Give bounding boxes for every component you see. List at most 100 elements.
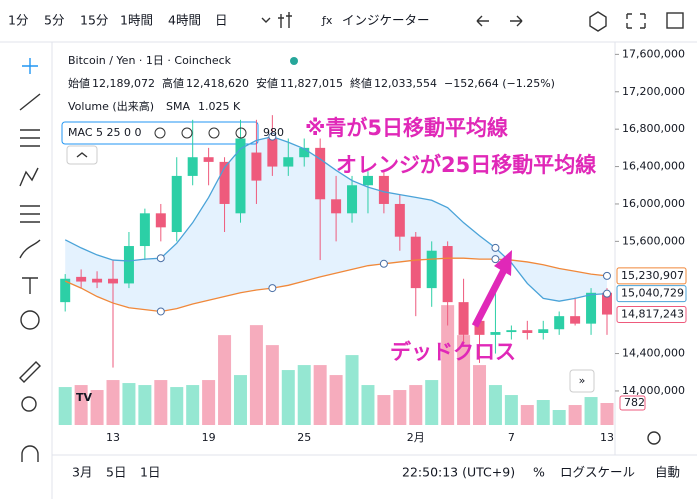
fullscreen[interactable] <box>626 13 646 29</box>
candle-body <box>139 213 150 247</box>
volume-bar <box>488 385 502 425</box>
candle-body <box>267 138 278 167</box>
collapse-button[interactable] <box>66 145 98 165</box>
brush-tool[interactable] <box>19 239 41 259</box>
x-tick-label: 7 <box>508 431 515 444</box>
screenshot[interactable] <box>666 12 684 29</box>
interval[interactable]: 5分 <box>44 13 64 28</box>
arrow-head <box>494 250 512 276</box>
y-tick-label: 14,000,000 <box>622 384 685 397</box>
volume-bar <box>552 410 566 425</box>
candle-body <box>601 292 612 315</box>
indicator-name: MAC 5 25 0 0 <box>68 126 141 139</box>
indicator-box[interactable] <box>61 121 259 145</box>
fib-tool[interactable] <box>20 129 40 147</box>
volume-bar <box>186 385 200 425</box>
emoji-tool[interactable] <box>20 310 40 330</box>
projection-tool[interactable] <box>20 205 40 223</box>
volume-bar <box>457 335 471 425</box>
ohlc-item: 高値 <box>162 76 184 90</box>
fx-icon[interactable]: ƒx <box>321 14 333 27</box>
volume-bar <box>441 305 455 425</box>
candle-body <box>586 292 597 324</box>
handle[interactable] <box>602 289 611 298</box>
volume-bar <box>265 345 279 425</box>
indicators-button[interactable]: インジケーター <box>342 13 430 28</box>
handle[interactable] <box>491 243 500 252</box>
volume-bar <box>106 380 120 425</box>
eye-icon[interactable] <box>154 127 166 139</box>
ohlc-item: 終値 <box>350 76 372 90</box>
log-button[interactable]: ログスケール <box>560 465 635 480</box>
candle-body <box>538 329 549 333</box>
candle-body <box>378 175 389 204</box>
volume-bar <box>233 375 247 425</box>
handle[interactable] <box>268 132 277 141</box>
clock: 22:50:13 (UTC+9) <box>402 465 515 480</box>
candle-body <box>331 199 342 214</box>
interval[interactable]: 4時間 <box>168 13 201 28</box>
interval[interactable]: 1時間 <box>120 13 153 28</box>
volume-bar <box>425 380 439 425</box>
x-tick-label: 13 <box>600 431 614 444</box>
ma-line <box>64 257 608 313</box>
interval[interactable]: 1分 <box>8 13 28 28</box>
candle-body <box>474 320 485 335</box>
candle-body <box>394 203 405 237</box>
y-tick-label: 15,600,000 <box>622 234 685 247</box>
redo[interactable] <box>510 15 523 27</box>
candle-body <box>506 330 517 333</box>
auto-button[interactable]: 自動 <box>655 465 680 480</box>
handle[interactable] <box>602 271 611 280</box>
handle[interactable] <box>268 284 277 293</box>
text-tool[interactable] <box>22 277 38 294</box>
more-icon[interactable] <box>235 127 247 139</box>
handle[interactable] <box>156 307 165 316</box>
handle[interactable] <box>156 254 165 263</box>
candle-body <box>283 157 294 167</box>
range-button[interactable]: 1日 <box>140 465 160 480</box>
price-label: 15,230,907 <box>621 269 684 282</box>
candle-body <box>347 185 358 214</box>
gear-icon[interactable] <box>181 127 193 139</box>
volume-bar <box>473 365 487 425</box>
settings[interactable] <box>589 11 607 32</box>
undo[interactable] <box>476 15 489 27</box>
annotation: デッドクロス <box>390 340 516 364</box>
pattern-tool[interactable] <box>19 167 39 187</box>
line-tool[interactable] <box>19 93 41 111</box>
handle[interactable] <box>379 259 388 268</box>
magnet-tool[interactable] <box>21 445 39 462</box>
range-button[interactable]: 3月 <box>72 465 92 480</box>
interval[interactable]: 15分 <box>80 13 108 28</box>
ma-line <box>64 135 608 302</box>
zoom-tool[interactable] <box>21 396 37 412</box>
ruler-tool[interactable] <box>19 361 41 383</box>
indicator-value: 980 <box>263 126 284 139</box>
volume-bar <box>361 385 375 425</box>
price-label: 15,040,729 <box>621 287 684 300</box>
axis-settings[interactable] <box>647 431 661 445</box>
volume-bar <box>313 365 327 425</box>
interval[interactable]: 日 <box>215 13 228 28</box>
crosshair-tool[interactable] <box>22 58 38 74</box>
price-label-box <box>616 285 687 303</box>
range-button[interactable]: 5日 <box>106 465 126 480</box>
scroll-button[interactable] <box>569 369 595 393</box>
trash-icon[interactable] <box>208 127 220 139</box>
candle-body <box>123 246 134 284</box>
candle-body <box>251 152 262 181</box>
dropdown[interactable] <box>261 17 271 23</box>
percent-button[interactable]: % <box>533 465 545 480</box>
handle[interactable] <box>491 255 500 264</box>
ohlc-item: −152,664 (−1.25%) <box>444 77 555 90</box>
y-tick-label: 16,400,000 <box>622 160 685 173</box>
candle-body <box>554 316 565 330</box>
candle-body <box>219 161 230 204</box>
candle-body <box>235 138 246 214</box>
candle-body <box>203 157 214 162</box>
volume-bar <box>249 325 263 425</box>
volume-bar <box>377 395 391 425</box>
bar-style[interactable] <box>278 12 292 28</box>
